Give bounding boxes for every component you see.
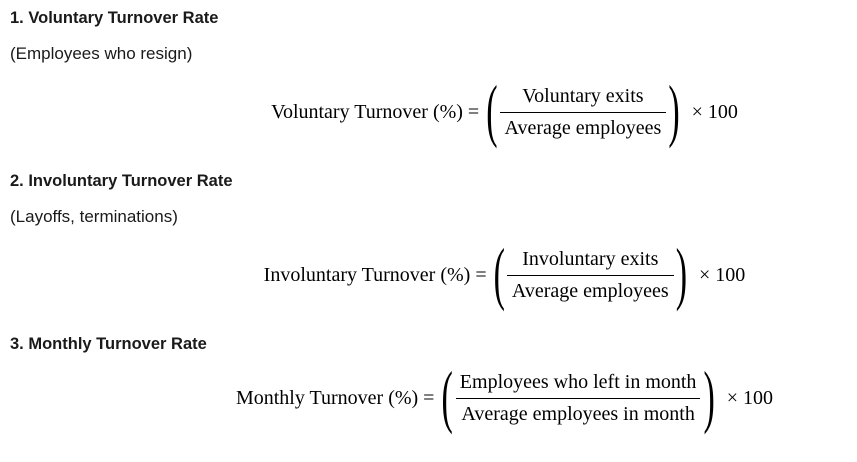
close-paren: ) (668, 73, 680, 150)
close-paren: ) (675, 236, 688, 313)
fraction-numerator: Voluntary exits (522, 85, 644, 107)
fraction-denominator: Average employees (506, 275, 674, 304)
formula-rhs: × 100 (699, 264, 746, 286)
section-subtitle: (Employees who resign) (10, 44, 193, 63)
fraction-numerator: Employees who left in month (459, 371, 697, 393)
formula-lhs: Monthly Turnover (%) = (235, 387, 435, 409)
section-subtitle: (Layoffs, terminations) (10, 207, 178, 226)
fraction-numerator: Involuntary exits (522, 248, 659, 270)
formula-involuntary-turnover: Involuntary Turnover (%) = ( Involuntary… (10, 240, 849, 310)
section-heading: 3. Monthly Turnover Rate (10, 335, 207, 353)
formula-monthly-turnover: Monthly Turnover (%) = ( Employees who l… (10, 363, 849, 433)
formula-rhs: × 100 (691, 101, 738, 123)
formula-rhs: × 100 (726, 387, 774, 409)
fraction-denominator: Average employees (499, 112, 667, 141)
fraction-denominator: Average employees in month (456, 398, 700, 427)
fraction: Involuntary exits Average employees (506, 247, 674, 304)
open-paren: ( (441, 359, 453, 436)
section-voluntary: 1. Voluntary Turnover Rate (Employees wh… (10, 8, 849, 147)
formula-lhs: Involuntary Turnover (%) = (263, 264, 487, 286)
section-heading: 2. Involuntary Turnover Rate (10, 172, 233, 190)
close-paren: ) (703, 359, 715, 436)
formula-lhs: Voluntary Turnover (%) = (271, 101, 480, 123)
section-heading: 1. Voluntary Turnover Rate (10, 9, 219, 27)
section-monthly: 3. Monthly Turnover Rate Monthly Turnove… (10, 334, 849, 433)
open-paren: ( (493, 236, 505, 313)
fraction: Voluntary exits Average employees (499, 84, 667, 141)
fraction: Employees who left in month Average empl… (455, 370, 702, 427)
formula-voluntary-turnover: Voluntary Turnover (%) = ( Voluntary exi… (10, 77, 849, 147)
open-paren: ( (486, 73, 498, 150)
section-involuntary: 2. Involuntary Turnover Rate (Layoffs, t… (10, 171, 849, 310)
